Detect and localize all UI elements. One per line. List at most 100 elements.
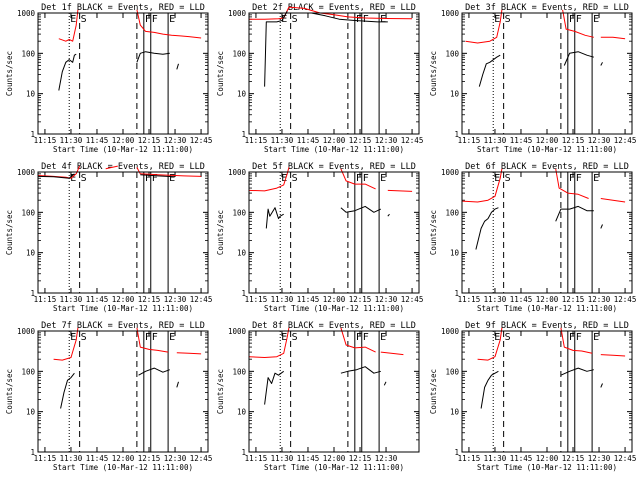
x-tick-label: 12:00 (536, 295, 559, 304)
x-tick-label: 12:15 (138, 295, 161, 304)
panel-title: Det 7f BLACK = Events, RED = LLD (41, 321, 205, 331)
panel-title: Det 8f BLACK = Events, RED = LLD (252, 321, 416, 331)
series-line-lld (461, 168, 503, 203)
event-marker-label: E (281, 14, 287, 25)
y-tick-label: 1 (241, 130, 246, 139)
x-tick-label: 11:45 (86, 136, 109, 145)
x-tick-label: 12:30 (588, 454, 611, 463)
series-line-events (265, 207, 284, 229)
event-marker-label: F (576, 332, 582, 343)
x-tick-label: 11:30 (60, 136, 83, 145)
x-tick-label: 11:45 (510, 454, 533, 463)
y-tick-label: 10 (26, 249, 36, 258)
series-line-lld (380, 351, 404, 356)
x-tick-label: 12:30 (164, 454, 187, 463)
series-line-events (60, 372, 75, 409)
panel-title: Det 5f BLACK = Events, RED = LLD (252, 162, 416, 172)
x-tick-label: 12:00 (323, 295, 346, 304)
y-tick-label: 10 (26, 408, 36, 417)
y-tick-label: 1000 (441, 327, 460, 336)
y-tick-label: 1000 (441, 9, 460, 18)
y-tick-label: 1 (241, 289, 246, 298)
x-axis-label: Start Time (10-Mar-12 11:11:00) (477, 304, 617, 313)
y-tick-label: 10 (450, 249, 460, 258)
x-axis-label: Start Time (10-Mar-12 11:11:00) (477, 463, 617, 472)
x-tick-label: 12:30 (375, 136, 398, 145)
event-marker-label: E (169, 14, 175, 25)
y-tick-label: 1000 (441, 168, 460, 177)
x-tick-label: 11:30 (271, 295, 294, 304)
x-tick-label: 12:15 (562, 136, 585, 145)
y-tick-label: 10 (450, 90, 460, 99)
event-marker-label: F (145, 14, 151, 25)
x-tick-label: 12:15 (562, 295, 585, 304)
y-tick-label: 1 (454, 448, 459, 457)
x-tick-label: 11:30 (484, 136, 507, 145)
x-tick-label: 11:15 (34, 295, 57, 304)
series-line-lld (600, 354, 626, 357)
x-tick-label: 12:15 (349, 454, 372, 463)
series-line-events (600, 62, 603, 66)
series-line-events (475, 207, 499, 250)
x-tick-label: 12:15 (349, 136, 372, 145)
event-marker-label: S (505, 332, 511, 343)
x-tick-label: 12:00 (536, 454, 559, 463)
y-tick-label: 100 (21, 367, 35, 376)
series-line-lld (600, 36, 626, 40)
x-tick-label: 11:45 (297, 136, 320, 145)
event-marker-label: E (281, 332, 287, 343)
x-tick-label: 12:15 (562, 454, 585, 463)
x-tick-label: 12:45 (401, 136, 424, 145)
x-tick-label: 11:30 (484, 454, 507, 463)
y-axis-label: Counts/sec (5, 210, 14, 255)
series-line-events (176, 63, 179, 70)
series-line-lld (248, 327, 290, 358)
event-marker-label: F (145, 173, 151, 184)
x-axis-label: Start Time (10-Mar-12 11:11:00) (264, 463, 404, 472)
x-tick-label: 12:30 (164, 295, 187, 304)
panel-title: Det 9f BLACK = Events, RED = LLD (465, 321, 629, 331)
plot-frame (461, 171, 633, 294)
x-tick-label: 11:45 (297, 454, 320, 463)
x-tick-label: 12:45 (614, 136, 637, 145)
y-axis-label: Counts/sec (429, 51, 438, 96)
series-line-events (176, 381, 179, 388)
event-marker-label: S (81, 14, 87, 25)
x-axis-label: Start Time (10-Mar-12 11:11:00) (53, 145, 193, 154)
event-marker-label: E (70, 332, 76, 343)
y-tick-label: 1 (30, 448, 35, 457)
x-tick-label: 11:45 (510, 295, 533, 304)
y-tick-label: 1 (241, 448, 246, 457)
x-tick-label: 11:45 (86, 454, 109, 463)
x-tick-label: 11:30 (271, 454, 294, 463)
series-line-lld (248, 167, 290, 192)
x-tick-label: 12:30 (588, 295, 611, 304)
x-tick-label: 11:45 (86, 295, 109, 304)
x-axis-label: Start Time (10-Mar-12 11:11:00) (53, 304, 193, 313)
y-tick-label: 1000 (228, 327, 247, 336)
event-marker-label: S (81, 332, 87, 343)
plot-frame (37, 330, 209, 453)
event-marker-label: F (356, 14, 362, 25)
chart-panel: Det 5f BLACK = Events, RED = LLD 1 10 100 10… (216, 162, 423, 313)
event-marker-label: S (292, 332, 298, 343)
event-marker-label: E (169, 173, 175, 184)
y-tick-label: 1000 (228, 168, 247, 177)
y-tick-label: 100 (21, 208, 35, 217)
plot-frame (37, 12, 209, 135)
panel-title: Det 3f BLACK = Events, RED = LLD (465, 3, 629, 13)
event-marker-label: E (593, 173, 599, 184)
y-axis-label: Counts/sec (216, 369, 225, 414)
x-tick-label: 12:15 (349, 295, 372, 304)
y-tick-label: 10 (237, 249, 247, 258)
x-tick-label: 11:15 (245, 295, 268, 304)
series-line-events (478, 54, 501, 87)
x-tick-label: 12:15 (138, 136, 161, 145)
x-tick-label: 12:45 (190, 136, 213, 145)
x-axis-label: Start Time (10-Mar-12 11:11:00) (264, 145, 404, 154)
x-tick-label: 12:00 (112, 295, 135, 304)
panel-title: Det 6f BLACK = Events, RED = LLD (465, 162, 629, 172)
y-axis-label: Counts/sec (429, 369, 438, 414)
chart-panel: Det 1f BLACK = Events, RED = LLD 1 10 100 10… (5, 3, 212, 154)
series-line-events (563, 51, 594, 66)
